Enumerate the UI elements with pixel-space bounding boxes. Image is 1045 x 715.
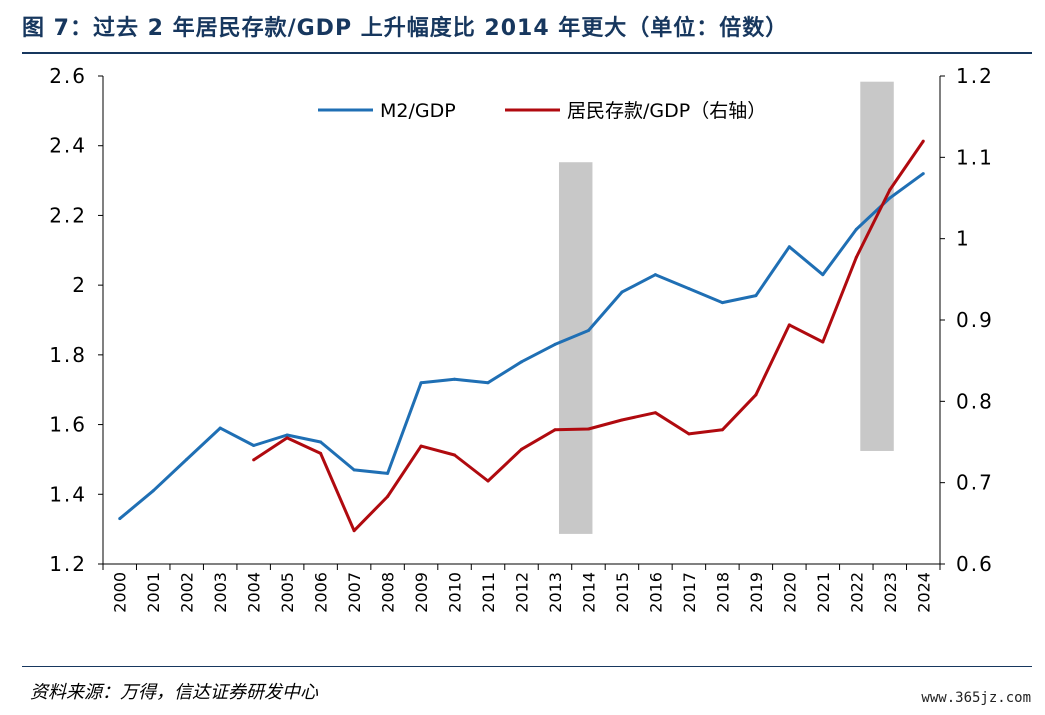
data-point — [486, 479, 490, 483]
data-point — [921, 139, 925, 143]
data-point — [720, 301, 724, 305]
data-point — [252, 443, 256, 447]
x-tick-label: 2002 — [178, 572, 197, 613]
x-tick-label: 2009 — [412, 572, 431, 613]
source-rule — [22, 666, 1032, 667]
chart-title: 图 7：过去 2 年居民存款/GDP 上升幅度比 2014 年更大（单位：倍数） — [22, 16, 789, 41]
watermark: www.365jz.com — [921, 690, 1031, 706]
left-tick-label: 1.4 — [49, 482, 87, 506]
data-point — [821, 340, 825, 344]
data-point — [319, 451, 323, 455]
right-tick-label: 1.2 — [956, 64, 994, 88]
line-chart: 1.2 1.4 1.6 1.8 2 2.2 2.4 2.6 0.6 0.7 0.8 0.9 1 1.1 1.… — [49, 64, 994, 613]
data-point — [888, 196, 892, 200]
x-tick-label: 2012 — [513, 572, 532, 613]
x-tick-label: 2011 — [479, 572, 498, 613]
left-tick-label: 1.8 — [49, 343, 87, 367]
left-tick-label: 2.2 — [49, 203, 87, 227]
data-point — [453, 377, 457, 381]
right-tick-label: 0.8 — [956, 389, 994, 413]
title-rule — [22, 52, 1032, 54]
data-point — [787, 245, 791, 249]
data-point — [386, 494, 390, 498]
data-point — [218, 426, 222, 430]
data-point — [787, 323, 791, 327]
data-point — [553, 428, 557, 432]
shaded-region-1 — [860, 81, 894, 451]
data-point — [854, 227, 858, 231]
data-point — [687, 432, 691, 436]
data-point — [720, 428, 724, 432]
data-point — [386, 471, 390, 475]
left-tick-label: 2 — [72, 273, 87, 297]
x-tick-label: 2018 — [713, 572, 732, 613]
x-tick-label: 2015 — [613, 572, 632, 613]
data-point — [586, 328, 590, 332]
data-point — [687, 287, 691, 291]
left-tick-label: 2.4 — [49, 134, 87, 158]
x-tick-label: 2001 — [144, 572, 163, 613]
data-point — [252, 458, 256, 462]
x-tick-label: 2005 — [278, 572, 297, 613]
x-tick-label: 2017 — [680, 572, 699, 613]
right-tick-label: 0.9 — [956, 308, 994, 332]
left-tick-label: 1.6 — [49, 413, 87, 437]
data-point — [754, 393, 758, 397]
shaded-region-0 — [558, 162, 593, 534]
data-point — [486, 381, 490, 385]
x-tick-label: 2004 — [245, 572, 264, 613]
right-tick-label: 0.6 — [956, 552, 994, 576]
x-tick-label: 2021 — [814, 572, 833, 613]
data-point — [854, 255, 858, 259]
data-point — [285, 436, 289, 440]
x-tick-label: 2008 — [379, 572, 398, 613]
x-tick-label: 2023 — [881, 572, 900, 613]
data-point — [352, 529, 356, 533]
data-point — [653, 411, 657, 415]
data-point — [553, 342, 557, 346]
data-point — [821, 273, 825, 277]
data-point — [520, 447, 523, 451]
data-point — [653, 273, 657, 277]
series-line-m2-gdp — [118, 172, 925, 520]
source-note: 资料来源：万得，信达证券研发中心 — [30, 682, 318, 703]
data-point — [620, 418, 624, 422]
data-point — [754, 294, 758, 298]
x-tick-label: 2014 — [579, 572, 598, 613]
left-tick-label: 2.6 — [49, 64, 87, 88]
data-point — [185, 457, 189, 461]
x-tick-label: 2006 — [312, 572, 331, 613]
data-point — [586, 427, 590, 431]
data-point — [921, 172, 925, 176]
data-point — [888, 188, 892, 192]
x-tick-label: 2022 — [847, 572, 866, 613]
legend-label: 居民存款/GDP（右轴） — [567, 100, 766, 122]
data-point — [118, 517, 122, 521]
x-tick-label: 2000 — [111, 572, 130, 613]
x-tick-label: 2003 — [211, 572, 230, 613]
data-point — [419, 444, 423, 448]
left-tick-label: 1.2 — [49, 552, 87, 576]
legend-label: M2/GDP — [380, 100, 456, 122]
right-tick-label: 1.1 — [956, 145, 994, 169]
x-tick-label: 2019 — [747, 572, 766, 613]
data-point — [319, 440, 323, 444]
x-tick-label: 2016 — [646, 572, 665, 613]
x-tick-label: 2007 — [345, 572, 364, 613]
x-tick-label: 2024 — [914, 572, 933, 613]
data-point — [419, 381, 423, 385]
data-point — [620, 290, 624, 294]
right-tick-label: 0.7 — [956, 471, 994, 495]
data-point — [151, 489, 155, 493]
x-tick-label: 2010 — [446, 572, 465, 613]
x-tick-label: 2020 — [780, 572, 799, 613]
x-tick-label: 2013 — [546, 572, 565, 613]
data-point — [285, 433, 289, 437]
right-tick-label: 1 — [956, 227, 971, 251]
data-point — [453, 453, 457, 457]
data-point — [352, 468, 356, 472]
data-point — [520, 360, 523, 364]
